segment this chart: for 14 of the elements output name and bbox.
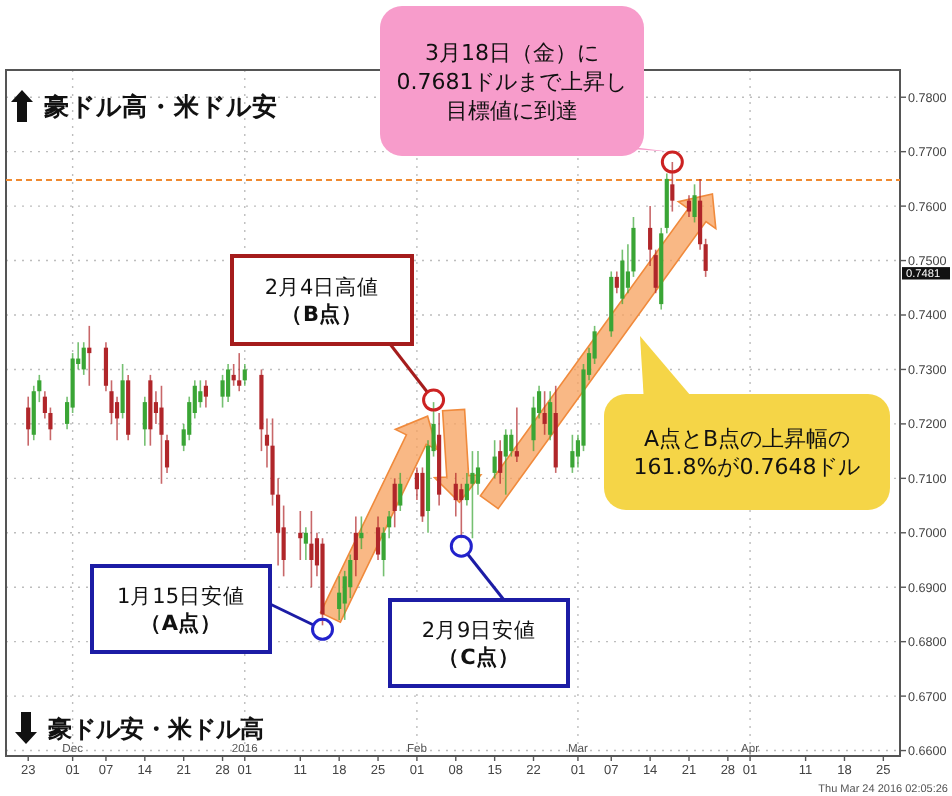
annotation: 3月18日（金）に0.7681ドルまで上昇し目標値に到達: [396, 40, 628, 124]
annotation: A点とB点の上昇幅の161.8%が0.7648ドル: [604, 336, 890, 510]
annotation: 2月9日安値（C点）: [388, 534, 570, 688]
annotation: A点とB点の上昇幅の161.8%が0.7648ドル: [633, 425, 861, 481]
annotation: 豪ドル高・米ドル安: [11, 90, 278, 122]
annotation: 2月4日高値（B点）: [230, 254, 446, 412]
annotation: 2月9日安値（C点）: [421, 616, 537, 671]
annotation: 3月18日（金）に0.7681ドルまで上昇し目標値に到達: [380, 6, 684, 174]
annotation: 2月4日高値（B点）: [264, 273, 380, 328]
annotation: 豪ドル高・米ドル安: [42, 91, 278, 121]
annotation: 1月15日安値（A点）: [90, 564, 334, 654]
annotation: 1月15日安値（A点）: [116, 582, 246, 637]
annotation: 豪ドル安・米ドル高: [15, 712, 264, 744]
annotation: 豪ドル安・米ドル高: [46, 714, 264, 743]
